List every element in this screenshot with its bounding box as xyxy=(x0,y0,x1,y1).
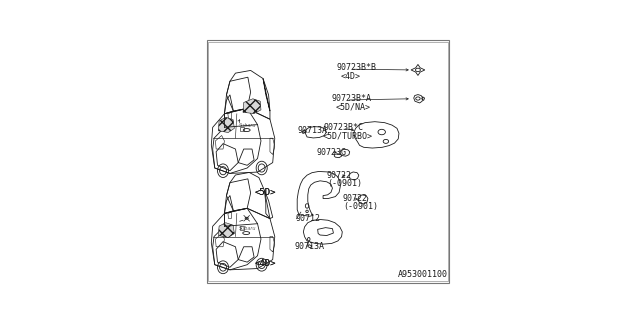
Text: (-0901): (-0901) xyxy=(343,202,378,211)
Text: <5D/TURBO>: <5D/TURBO> xyxy=(323,131,372,140)
Text: 90713A: 90713A xyxy=(297,126,327,135)
Polygon shape xyxy=(218,223,234,237)
Text: 90712: 90712 xyxy=(296,214,321,223)
Text: <4D>: <4D> xyxy=(255,259,276,268)
Text: <5D>: <5D> xyxy=(255,188,276,197)
Text: 90723B*C: 90723B*C xyxy=(323,123,363,132)
Text: 90713A: 90713A xyxy=(295,242,324,251)
Text: <4D>: <4D> xyxy=(255,259,276,268)
Text: 90723G: 90723G xyxy=(317,148,347,157)
Text: <5D/NA>: <5D/NA> xyxy=(335,103,371,112)
Polygon shape xyxy=(243,99,261,114)
Text: A953001100: A953001100 xyxy=(397,270,447,279)
Text: 90723B*A: 90723B*A xyxy=(332,94,372,103)
Text: 90722: 90722 xyxy=(343,194,368,203)
Text: <5D>: <5D> xyxy=(255,188,276,197)
Text: <4D>: <4D> xyxy=(340,72,360,81)
Text: Subaru: Subaru xyxy=(239,226,257,231)
Polygon shape xyxy=(218,117,234,132)
Text: 90722: 90722 xyxy=(327,171,352,180)
Text: 90723B*B: 90723B*B xyxy=(337,63,376,72)
Text: (-0901): (-0901) xyxy=(327,179,362,188)
Text: Subaru: Subaru xyxy=(239,123,257,128)
